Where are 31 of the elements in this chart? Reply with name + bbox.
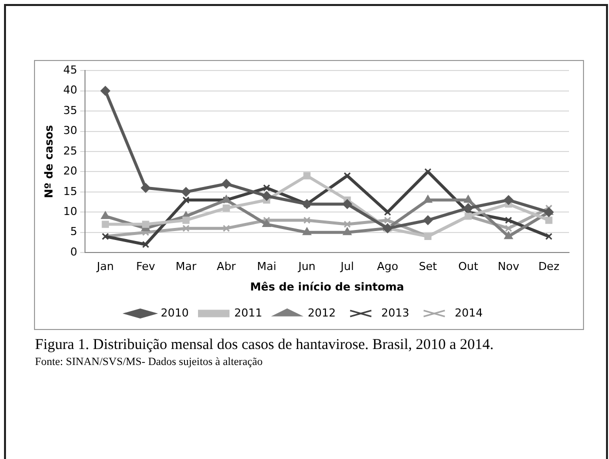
y-tick-label: 35 [63,104,78,117]
legend-label: 2011 [234,306,262,320]
x-tick-label: Mar [176,260,197,274]
y-tick-label: 30 [63,124,78,138]
y-tick-label: 15 [63,184,78,198]
legend-label: 2012 [308,306,336,320]
source-note: Fonte: SINAN/SVS/MS- Dados sujeitos à alteração [35,356,263,368]
x-tick-label: Jun [297,260,316,274]
x-axis-title: Mês de início de sintoma [250,280,404,294]
y-tick-label: 10 [63,205,78,218]
legend-label: 2014 [454,306,483,320]
y-tick-label: 40 [63,84,78,97]
legend-label: 2010 [160,306,189,320]
y-tick-label: 5 [70,225,78,238]
x-tick-label: Fev [136,260,156,274]
x-tick-label: Ago [376,260,398,274]
x-tick-label: Dez [538,260,560,274]
x-tick-label: Jul [340,260,354,274]
x-tick-label: Jan [96,260,114,274]
text: Figura 1. Distribuição mensal dos casos de hantavirose. Brasil, 2010 a 2014. [35,337,494,354]
x-tick-label: Out [458,260,479,274]
y-axis-title: Nº de casos [42,124,56,198]
x-tick-label: Mai [256,260,276,274]
x-tick-label: Nov [498,260,520,274]
legend-label: 2013 [381,306,410,320]
x-tick-label: Abr [216,260,236,274]
y-tick-label: 45 [63,63,78,76]
y-tick-label: 25 [63,144,78,158]
y-tick-label: 20 [63,164,78,178]
x-tick-label: Set [418,260,438,274]
y-tick-label: 0 [70,245,78,258]
